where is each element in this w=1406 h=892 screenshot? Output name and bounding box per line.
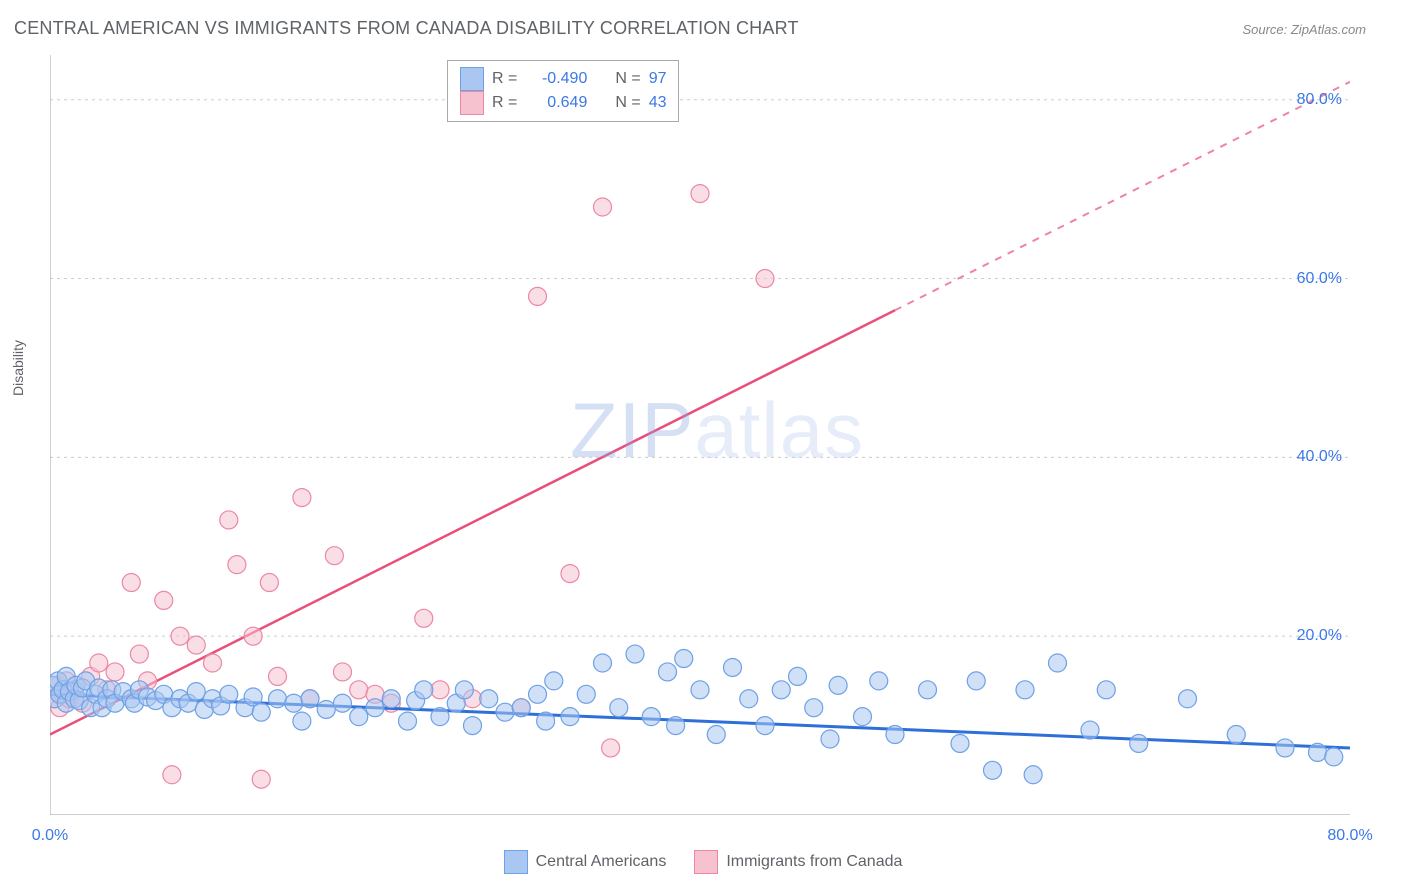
y-tick-label: 20.0%: [1297, 627, 1342, 645]
stat-r-label: R =: [492, 94, 517, 112]
stat-n-label: N =: [615, 94, 640, 112]
stat-r-label: R =: [492, 70, 517, 88]
legend-item: Immigrants from Canada: [694, 850, 902, 874]
stats-row: R = -0.490 N = 97: [460, 67, 666, 91]
stat-n-label: N =: [615, 70, 640, 88]
x-tick-label: 0.0%: [32, 827, 68, 845]
scatter-plot-svg: [50, 55, 1350, 815]
legend-swatch: [504, 850, 528, 874]
stats-row: R = 0.649 N = 43: [460, 91, 666, 115]
y-axis-label: Disability: [10, 340, 26, 396]
bottom-legend: Central Americans Immigrants from Canada: [0, 850, 1406, 874]
stat-r-value: 0.649: [525, 94, 587, 112]
stat-r-value: -0.490: [525, 70, 587, 88]
source-attribution: Source: ZipAtlas.com: [1242, 22, 1366, 37]
legend-swatch: [694, 850, 718, 874]
y-tick-label: 80.0%: [1297, 91, 1342, 109]
chart-container: CENTRAL AMERICAN VS IMMIGRANTS FROM CANA…: [0, 0, 1406, 892]
chart-title: CENTRAL AMERICAN VS IMMIGRANTS FROM CANA…: [14, 18, 799, 39]
plot-area: ZIPatlas 20.0%40.0%60.0%80.0%0.0%80.0%: [50, 55, 1350, 815]
x-tick-label: 80.0%: [1327, 827, 1372, 845]
legend-label: Central Americans: [536, 853, 667, 871]
series-swatch: [460, 91, 484, 115]
y-tick-label: 60.0%: [1297, 270, 1342, 288]
stat-n-value: 97: [649, 70, 667, 88]
series-swatch: [460, 67, 484, 91]
legend-item: Central Americans: [504, 850, 667, 874]
legend-label: Immigrants from Canada: [726, 853, 902, 871]
y-tick-label: 40.0%: [1297, 448, 1342, 466]
correlation-stats-box: R = -0.490 N = 97 R = 0.649 N = 43: [447, 60, 679, 122]
stat-n-value: 43: [649, 94, 667, 112]
